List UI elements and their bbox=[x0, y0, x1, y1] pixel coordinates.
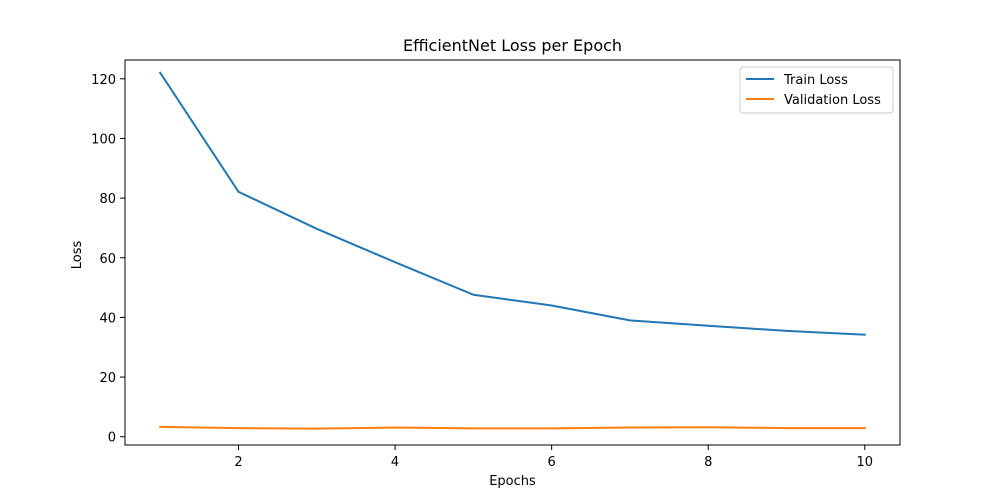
x-tick-label: 2 bbox=[234, 455, 242, 470]
legend-label-train-loss: Train Loss bbox=[783, 73, 848, 88]
y-axis-ticks: 0 20 40 60 80 100 120 bbox=[91, 73, 125, 446]
y-tick-label: 100 bbox=[91, 132, 116, 147]
y-axis-label: Loss bbox=[70, 241, 85, 270]
x-tick-label: 8 bbox=[704, 455, 712, 470]
y-tick-label: 120 bbox=[91, 73, 116, 88]
x-tick-label: 10 bbox=[856, 455, 873, 470]
x-tick-label: 6 bbox=[548, 455, 556, 470]
series-layer bbox=[158, 71, 866, 430]
y-tick-label: 40 bbox=[99, 311, 116, 326]
y-tick-label: 60 bbox=[99, 252, 116, 267]
legend-label-validation-loss: Validation Loss bbox=[784, 93, 881, 108]
x-axis-ticks: 2 4 6 8 10 bbox=[234, 445, 873, 470]
chart-title: EfficientNet Loss per Epoch bbox=[403, 36, 622, 55]
series-line-train-loss bbox=[158, 71, 866, 336]
x-tick-label: 4 bbox=[391, 455, 399, 470]
plot-frame bbox=[124, 59, 901, 446]
y-tick-label: 80 bbox=[99, 192, 116, 207]
legend: Train Loss Validation Loss bbox=[739, 66, 894, 114]
y-tick-label: 20 bbox=[99, 371, 116, 386]
legend-box bbox=[739, 66, 894, 114]
series-line-validation-loss bbox=[159, 425, 866, 430]
y-tick-label: 0 bbox=[108, 431, 116, 446]
x-axis-label: Epochs bbox=[489, 474, 536, 489]
